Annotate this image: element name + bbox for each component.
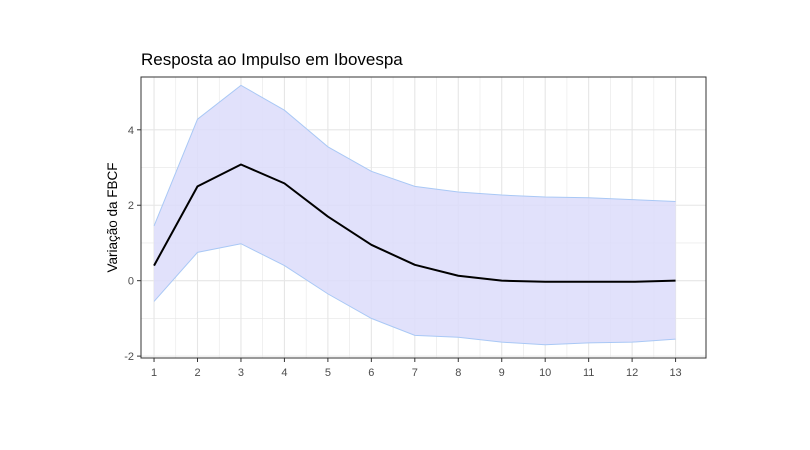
x-tick-label: 1 bbox=[151, 367, 157, 379]
confidence-band bbox=[154, 85, 676, 345]
lower-bound-line bbox=[153, 243, 676, 346]
x-tick-label: 13 bbox=[669, 367, 681, 379]
y-tick-label: 2 bbox=[128, 200, 134, 212]
panel-border bbox=[140, 76, 707, 359]
y-tick-label: -2 bbox=[124, 351, 134, 363]
y-axis-label: Variação da FBCF bbox=[105, 162, 120, 272]
impulse-response-line bbox=[153, 163, 676, 283]
x-tick-label: 9 bbox=[499, 367, 505, 379]
x-tick-label: 7 bbox=[412, 367, 418, 379]
x-tick-label: 3 bbox=[238, 367, 244, 379]
x-tick-label: 2 bbox=[194, 367, 200, 379]
chart-title: Resposta ao Impulso em Ibovespa bbox=[141, 50, 403, 69]
x-axis: 1 2 3 4 5 6 7 8 9 10 11 12 13 bbox=[151, 358, 682, 379]
upper-bound-line bbox=[153, 84, 676, 227]
x-tick-label: 5 bbox=[325, 367, 331, 379]
x-tick-label: 8 bbox=[455, 367, 461, 379]
x-tick-label: 4 bbox=[281, 367, 287, 379]
y-tick-label: 4 bbox=[128, 125, 134, 137]
x-tick-label: 12 bbox=[626, 367, 638, 379]
x-tick-label: 6 bbox=[368, 367, 374, 379]
y-axis: -2 0 2 4 bbox=[124, 125, 141, 363]
x-tick-label: 11 bbox=[583, 367, 594, 379]
y-tick-label: 0 bbox=[128, 276, 134, 288]
x-tick-label: 10 bbox=[539, 367, 551, 379]
